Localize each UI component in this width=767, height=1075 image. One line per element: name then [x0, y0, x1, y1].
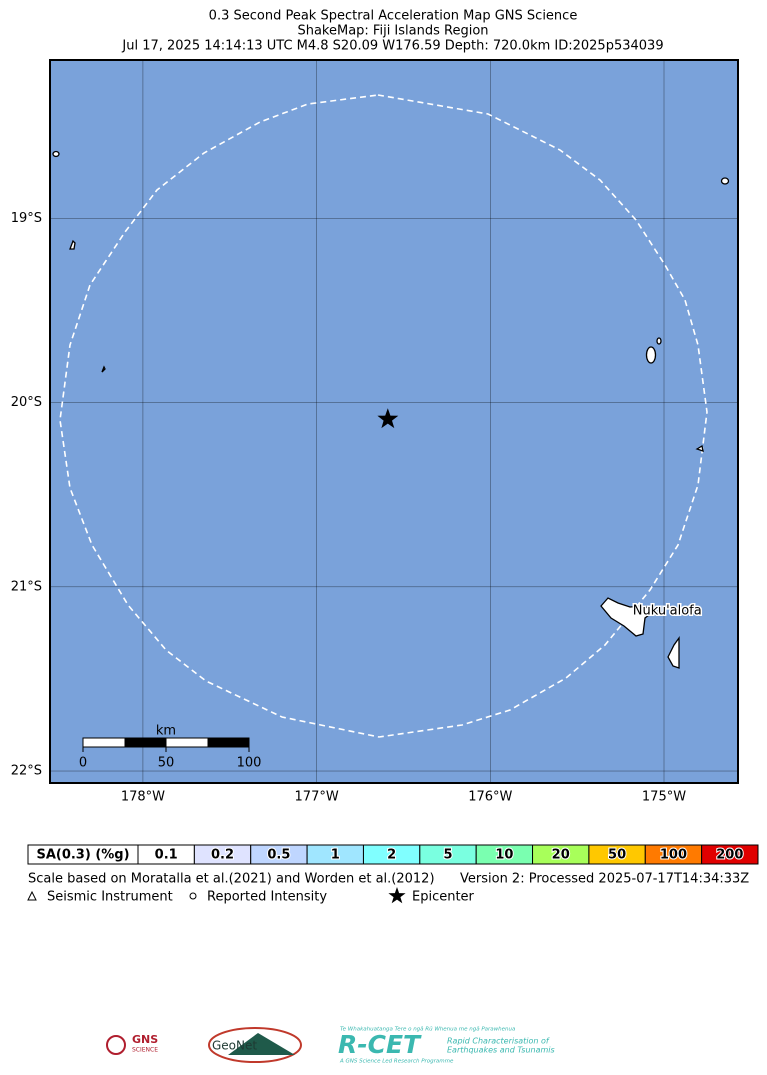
- island: [656, 337, 662, 345]
- lat-label: 22°S: [11, 764, 42, 779]
- legend-value: 0.1: [155, 848, 178, 863]
- island: [645, 346, 657, 364]
- map-frame: [49, 59, 739, 784]
- scale-seg: [124, 737, 167, 748]
- rcet-line: Earthquakes and Tsunamis: [447, 1046, 555, 1055]
- scale-bar: km 0 50 100: [79, 724, 262, 771]
- lat-label: 20°S: [11, 395, 42, 410]
- subtitle: ShakeMap: Fiji Islands Region: [297, 24, 488, 39]
- legend-value: 50: [608, 848, 626, 863]
- legend-value: 0.2: [211, 848, 234, 863]
- gns-sub: SCIENCE: [132, 1047, 158, 1054]
- geonet-logo: GeoNet: [212, 1039, 257, 1053]
- symbol-label: Reported Intensity: [207, 890, 327, 905]
- lon-label: 177°W: [295, 790, 339, 805]
- island: [720, 177, 730, 185]
- epicenter: [377, 408, 399, 429]
- legend-cell: [701, 844, 759, 865]
- legend-value: 1: [331, 848, 340, 863]
- gns-icon: [106, 1035, 126, 1055]
- legend-value: 20: [552, 848, 570, 863]
- lat-label: 21°S: [11, 579, 42, 594]
- place-label: Nuku'alofa: [633, 603, 702, 618]
- scale-note: Scale based on Moratalla et al.(2021) an…: [28, 872, 435, 887]
- island: [695, 444, 704, 452]
- island: [600, 597, 655, 637]
- geonet-mountain: [228, 1033, 295, 1055]
- symbol-label: Seismic Instrument: [47, 890, 173, 905]
- gns-logo: GNS: [132, 1033, 158, 1046]
- title: 0.3 Second Peak Spectral Acceleration Ma…: [209, 9, 578, 24]
- island: [69, 239, 76, 250]
- lat-label: 19°S: [11, 211, 42, 226]
- legend-value: 200: [716, 848, 743, 863]
- scale-seg: [165, 737, 209, 748]
- rcet-bottom: A GNS Science Led Research Programme: [339, 1059, 454, 1065]
- islands: [52, 150, 730, 669]
- scale-label: 50: [158, 756, 175, 771]
- legend-value: 100: [660, 848, 687, 863]
- island: [52, 150, 60, 158]
- epicenter-symbol: [388, 887, 406, 904]
- rcet-line: Rapid Characterisation of: [447, 1037, 550, 1046]
- logos: GNS SCIENCE GeoNet Te Whakahuatanga Tere…: [106, 1027, 555, 1065]
- scale-label: 100: [237, 756, 262, 771]
- scale-seg: [82, 737, 126, 748]
- island: [101, 365, 106, 373]
- rcet-logo: R-CET: [338, 1030, 422, 1059]
- legend-value: 2: [387, 848, 396, 863]
- lon-label: 178°W: [121, 790, 165, 805]
- lon-label: 176°W: [468, 790, 512, 805]
- instrument-symbol: [27, 890, 37, 901]
- island: [667, 635, 680, 669]
- intensity-symbol: [189, 892, 197, 900]
- scale-seg: [207, 737, 250, 748]
- rcet-top: Te Whakahuatanga Tere o ngā Rū Whenua me…: [340, 1027, 516, 1033]
- legend-value: 10: [495, 848, 513, 863]
- version: Version 2: Processed 2025-07-17T14:34:33…: [460, 872, 749, 887]
- scale-unit: km: [156, 724, 176, 739]
- legend-title: SA(0.3) (%g): [36, 848, 129, 863]
- geonet-ring: [208, 1027, 302, 1063]
- event-info: Jul 17, 2025 14:14:13 UTC M4.8 S20.09 W1…: [121, 39, 663, 54]
- legend-value: 0.5: [267, 848, 290, 863]
- map-water: [50, 60, 738, 783]
- scale-label: 0: [79, 756, 87, 771]
- symbol-label: Epicenter: [412, 890, 475, 905]
- distance-ring: [59, 94, 708, 738]
- lon-label: 175°W: [642, 790, 686, 805]
- legend-value: 5: [443, 848, 452, 863]
